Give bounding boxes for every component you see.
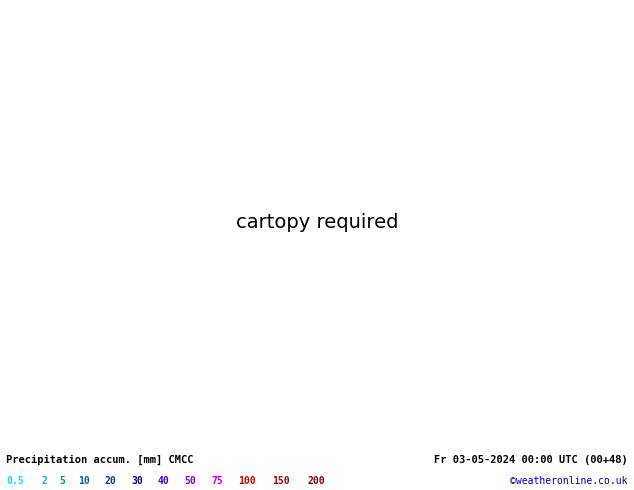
Text: 50: 50	[184, 476, 197, 486]
Text: 0.5: 0.5	[6, 476, 24, 486]
Text: 30: 30	[131, 476, 143, 486]
Text: 5: 5	[60, 476, 65, 486]
Text: 200: 200	[307, 476, 325, 486]
Text: cartopy required: cartopy required	[236, 214, 398, 232]
Text: Fr 03-05-2024 00:00 UTC (00+48): Fr 03-05-2024 00:00 UTC (00+48)	[434, 455, 628, 465]
Text: ©weatheronline.co.uk: ©weatheronline.co.uk	[510, 476, 628, 486]
Text: 150: 150	[273, 476, 290, 486]
Text: 100: 100	[238, 476, 256, 486]
Text: 40: 40	[158, 476, 170, 486]
Text: 10: 10	[78, 476, 90, 486]
Text: 20: 20	[105, 476, 117, 486]
Text: 2: 2	[41, 476, 47, 486]
Text: 75: 75	[211, 476, 223, 486]
Text: Precipitation accum. [mm] CMCC: Precipitation accum. [mm] CMCC	[6, 455, 194, 465]
